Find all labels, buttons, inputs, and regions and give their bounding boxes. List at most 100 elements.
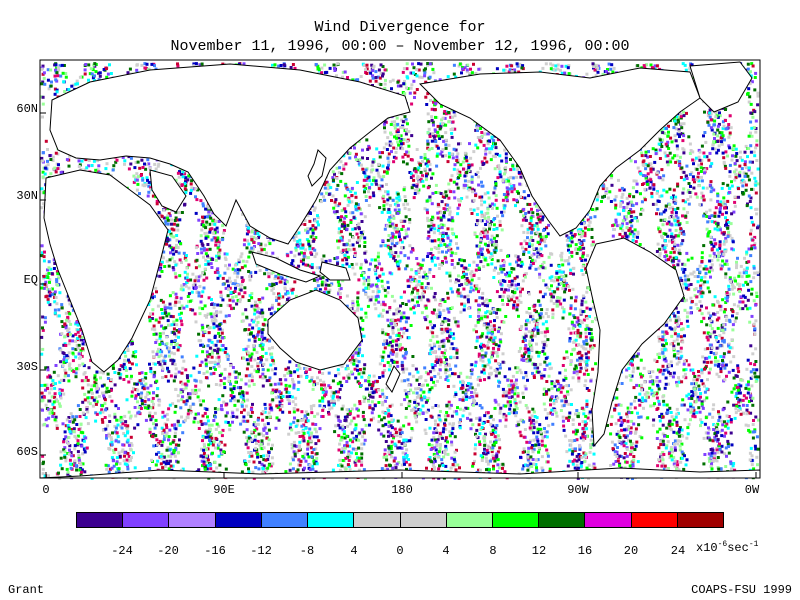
- swath-cell: [141, 166, 145, 169]
- swath-cell: [42, 76, 46, 80]
- swath-cell: [76, 442, 80, 446]
- swath-cell: [298, 367, 302, 370]
- swath-cell: [67, 298, 71, 302]
- swath-cell: [73, 418, 77, 422]
- swath-cell: [179, 380, 183, 384]
- swath-cell: [168, 428, 172, 432]
- swath-cell: [145, 392, 149, 396]
- swath-cell: [53, 392, 57, 396]
- swath-cell: [41, 175, 45, 179]
- swath-cell: [49, 158, 53, 161]
- swath-cell: [193, 283, 197, 287]
- swath-cell: [202, 436, 206, 440]
- swath-cell: [343, 224, 346, 228]
- swath-cell: [127, 410, 131, 414]
- swath-cell: [87, 78, 90, 82]
- swath-cell: [210, 355, 214, 359]
- swath-cell: [263, 318, 267, 322]
- swath-cell: [258, 460, 262, 464]
- swath-cell: [257, 236, 260, 240]
- swath-cell: [48, 375, 52, 379]
- swath-cell: [41, 454, 45, 458]
- swath-cell: [243, 459, 247, 463]
- swath-cell: [179, 296, 183, 300]
- swath-cell: [173, 303, 177, 307]
- swath-cell: [62, 392, 66, 396]
- swath-cell: [228, 298, 232, 302]
- swath-cell: [128, 340, 132, 344]
- swath-cell: [158, 342, 162, 346]
- swath-cell: [86, 422, 90, 426]
- swath-cell: [173, 375, 177, 379]
- swath-cell: [250, 454, 254, 458]
- swath-cell: [260, 331, 264, 335]
- swath-cell: [170, 256, 174, 260]
- swath-cell: [136, 392, 140, 396]
- swath-cell: [241, 394, 245, 398]
- swath-cell: [226, 358, 230, 361]
- swath-cell: [204, 207, 208, 211]
- swath-cell: [58, 64, 62, 68]
- swath-cell: [160, 214, 164, 218]
- swath-cell: [100, 384, 104, 388]
- swath-cell: [221, 348, 225, 352]
- swath-cell: [167, 454, 171, 458]
- swath-cell: [256, 232, 260, 235]
- swath-cell: [40, 82, 44, 86]
- swath-cell: [132, 387, 135, 390]
- swath-cell: [207, 331, 211, 335]
- swath-cell: [181, 288, 185, 292]
- swath-cell: [169, 455, 173, 459]
- swath-cell: [232, 387, 236, 391]
- swath-cell: [203, 215, 207, 219]
- swath-cell: [82, 447, 86, 451]
- swath-cell: [161, 410, 165, 414]
- swath-cell: [288, 384, 292, 388]
- swath-cell: [202, 399, 205, 403]
- swath-cell: [207, 296, 211, 300]
- swath-cell: [216, 446, 220, 450]
- swath-cell: [150, 62, 154, 66]
- swath-cell: [56, 152, 60, 156]
- swath-cell: [142, 378, 146, 382]
- swath-cell: [76, 330, 80, 334]
- swath-cell: [175, 243, 178, 247]
- swath-cell: [92, 79, 96, 82]
- swath-cell: [135, 188, 139, 192]
- swath-cell: [86, 410, 90, 414]
- swath-cell: [109, 72, 113, 75]
- swath-cell: [207, 256, 211, 259]
- swath-cell: [252, 306, 256, 310]
- swath-cell: [194, 195, 197, 199]
- swath-cell: [41, 315, 45, 319]
- swath-cell: [114, 426, 118, 430]
- swath-cell: [115, 462, 118, 466]
- swath-cell: [271, 271, 275, 275]
- swath-cell: [44, 164, 48, 168]
- swath-cell: [223, 386, 227, 390]
- swath-cell: [169, 306, 173, 310]
- swath-cell: [165, 342, 169, 346]
- swath-cell: [46, 300, 50, 304]
- swath-cell: [128, 447, 132, 451]
- swath-cell: [149, 370, 153, 373]
- swath-cell: [299, 259, 303, 263]
- swath-cell: [334, 198, 338, 202]
- swath-cell: [261, 376, 265, 380]
- swath-cell: [53, 92, 57, 96]
- swath-cell: [171, 315, 175, 319]
- swath-cell: [213, 415, 217, 419]
- swath-cell: [255, 316, 259, 320]
- swath-cell: [71, 308, 75, 312]
- swath-cell: [71, 351, 75, 355]
- swath-cell: [225, 411, 229, 415]
- swath-cell: [220, 404, 223, 408]
- swath-cell: [223, 443, 227, 447]
- swath-cell: [81, 386, 85, 390]
- chart-subtitle: November 11, 1996, 00:00 – November 12, …: [170, 38, 630, 55]
- swath-cell: [221, 282, 225, 286]
- swath-cell: [322, 290, 326, 294]
- swath-cell: [130, 390, 134, 394]
- swath-cell: [95, 384, 99, 388]
- swath-cell: [87, 63, 91, 67]
